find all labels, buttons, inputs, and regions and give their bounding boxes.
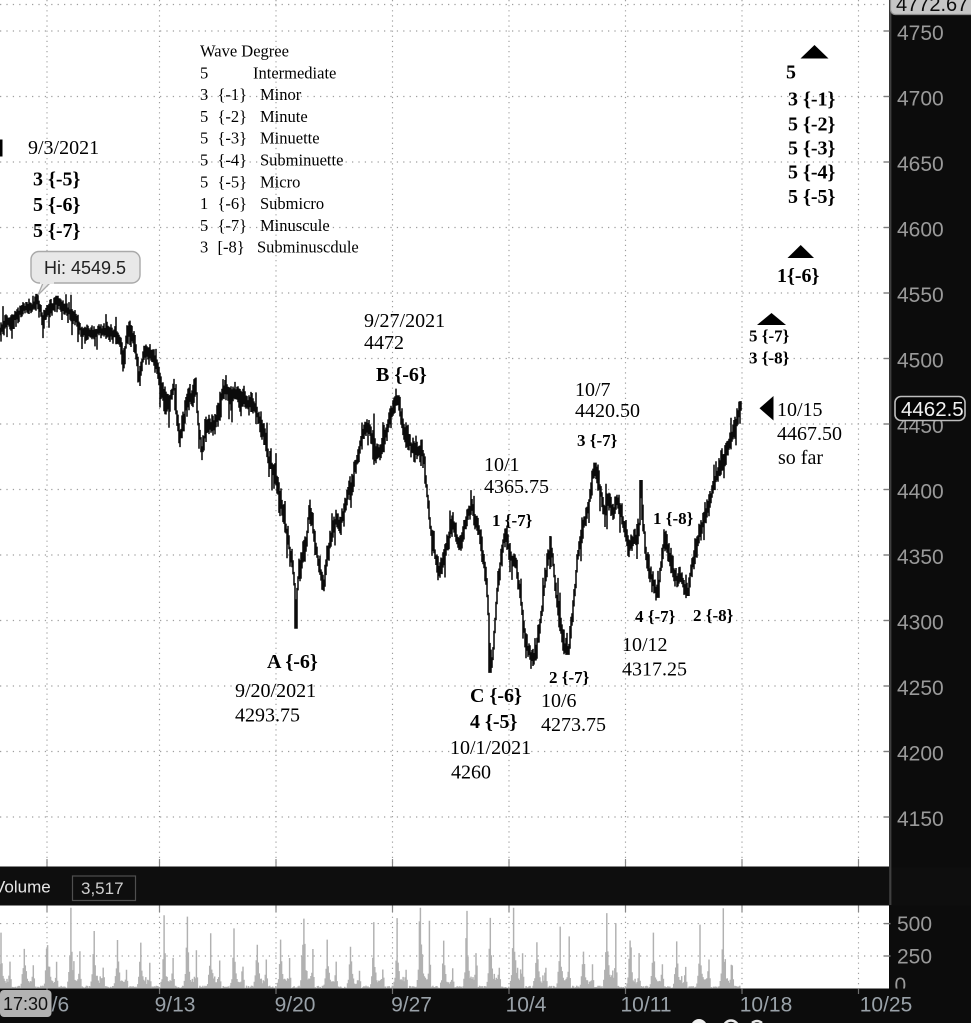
svg-text:5 {-5}: 5 {-5} <box>788 186 836 208</box>
svg-text:4500: 4500 <box>897 350 944 373</box>
svg-text:{-5}: {-5} <box>218 172 248 191</box>
svg-text:5 {-6}: 5 {-6} <box>33 194 81 216</box>
svg-text:5: 5 <box>200 172 208 191</box>
svg-text:5 {-4}: 5 {-4} <box>788 161 836 183</box>
svg-text:10/18: 10/18 <box>740 994 793 1017</box>
svg-text:[-8}: [-8} <box>218 238 245 257</box>
svg-text:5 {-7}: 5 {-7} <box>33 220 81 242</box>
svg-text:4260: 4260 <box>451 761 491 783</box>
svg-text:Micro: Micro <box>260 172 300 191</box>
svg-text:5 {-2}: 5 {-2} <box>788 113 836 135</box>
svg-text:10/1/2021: 10/1/2021 <box>450 737 531 759</box>
svg-text:3 {-8}: 3 {-8} <box>749 348 790 367</box>
svg-text:2 {-7}: 2 {-7} <box>549 668 590 687</box>
svg-text:4200: 4200 <box>897 743 944 766</box>
svg-text:4462.5: 4462.5 <box>901 398 964 421</box>
svg-text:4550: 4550 <box>897 284 944 307</box>
svg-text:Hi: 4549.5: Hi: 4549.5 <box>44 258 126 278</box>
svg-text:4467.50: 4467.50 <box>777 423 842 445</box>
svg-text:5 {-3}: 5 {-3} <box>788 137 836 159</box>
svg-text:Minuette: Minuette <box>260 129 320 148</box>
svg-text:10/6: 10/6 <box>541 690 577 712</box>
svg-text:Minute: Minute <box>260 107 308 126</box>
svg-text:1 {-7}: 1 {-7} <box>492 511 533 530</box>
svg-text:250: 250 <box>897 946 932 969</box>
svg-text:A {-6}: A {-6} <box>267 651 318 673</box>
svg-text:4250: 4250 <box>897 677 944 700</box>
svg-text:so far: so far <box>778 447 823 469</box>
svg-text:5: 5 <box>200 107 208 126</box>
svg-text:4 {-7}: 4 {-7} <box>635 607 676 626</box>
svg-text:10/7: 10/7 <box>575 379 611 401</box>
svg-text:C {-6}: C {-6} <box>470 685 522 707</box>
svg-text:4350: 4350 <box>897 546 944 569</box>
svg-text:9/20/2021: 9/20/2021 <box>235 680 316 702</box>
svg-text:{-3}: {-3} <box>218 129 248 148</box>
svg-text:Subminuette: Subminuette <box>260 151 343 170</box>
svg-text:10/11: 10/11 <box>621 994 672 1017</box>
svg-text:9/13: 9/13 <box>155 994 196 1017</box>
svg-text:4 {-5}: 4 {-5} <box>470 711 518 733</box>
svg-text:3 {-7}: 3 {-7} <box>577 431 618 450</box>
svg-text:4600: 4600 <box>897 219 944 242</box>
svg-text:9/27: 9/27 <box>391 994 432 1017</box>
svg-text:3: 3 <box>200 238 208 257</box>
svg-text:4365.75: 4365.75 <box>484 476 549 498</box>
svg-text:4293.75: 4293.75 <box>235 704 300 726</box>
svg-text:{-1}: {-1} <box>218 85 248 104</box>
svg-text:Wave Degree: Wave Degree <box>200 42 289 61</box>
svg-text:4273.75: 4273.75 <box>541 714 606 736</box>
svg-text:4400: 4400 <box>897 481 944 504</box>
svg-text:4420.50: 4420.50 <box>575 400 640 422</box>
svg-text:4150: 4150 <box>897 808 944 831</box>
svg-text:5: 5 <box>200 216 208 235</box>
svg-text:10/12: 10/12 <box>622 634 668 656</box>
svg-text:3: 3 <box>200 85 208 104</box>
svg-text:1{-6}: 1{-6} <box>777 265 820 287</box>
svg-text:4772.67: 4772.67 <box>896 0 968 16</box>
svg-text:1: 1 <box>200 194 208 213</box>
svg-text:10/25: 10/25 <box>860 994 913 1017</box>
svg-text:{-4}: {-4} <box>218 151 248 170</box>
svg-text:5: 5 <box>200 129 208 148</box>
svg-text:9/27/2021: 9/27/2021 <box>364 310 445 332</box>
svg-text:4700: 4700 <box>897 88 944 111</box>
svg-text:4650: 4650 <box>897 153 944 176</box>
svg-text:10/1: 10/1 <box>484 454 520 476</box>
svg-text:{-7}: {-7} <box>218 216 248 235</box>
svg-text:Minor: Minor <box>260 85 302 104</box>
svg-text:Submicro: Submicro <box>260 194 324 213</box>
svg-text:5 {-7}: 5 {-7} <box>749 326 790 345</box>
svg-text:1 {-8}: 1 {-8} <box>653 509 694 528</box>
svg-text:4750: 4750 <box>897 22 944 45</box>
svg-text:3 {-5}: 3 {-5} <box>33 168 81 190</box>
svg-text:10/4: 10/4 <box>506 994 547 1017</box>
svg-text:B {-6}: B {-6} <box>376 364 427 386</box>
svg-text:3 {-1}: 3 {-1} <box>788 88 836 110</box>
svg-text:4317.25: 4317.25 <box>622 658 687 680</box>
svg-text:0: 0 <box>895 974 907 997</box>
svg-text:{-2}: {-2} <box>218 107 248 126</box>
svg-text:3,517: 3,517 <box>81 879 124 898</box>
svg-text:5: 5 <box>200 63 208 82</box>
svg-text:Intermediate: Intermediate <box>253 63 336 82</box>
svg-text:4300: 4300 <box>897 612 944 635</box>
svg-text:{-6}: {-6} <box>218 194 248 213</box>
svg-text:Minuscule: Minuscule <box>260 216 330 235</box>
svg-text:9/20: 9/20 <box>275 994 316 1017</box>
svg-text:17:30: 17:30 <box>3 994 48 1014</box>
svg-text:2 {-8}: 2 {-8} <box>693 606 734 625</box>
svg-text:4472: 4472 <box>364 332 404 354</box>
svg-text:Volume: Volume <box>0 878 51 897</box>
svg-text:5: 5 <box>200 151 208 170</box>
svg-text:9/3/2021: 9/3/2021 <box>28 137 99 159</box>
svg-text:10/15: 10/15 <box>777 399 823 421</box>
svg-text:5: 5 <box>786 61 796 83</box>
svg-text:500: 500 <box>897 913 932 936</box>
svg-text:Subminuscdule: Subminuscdule <box>257 238 359 257</box>
